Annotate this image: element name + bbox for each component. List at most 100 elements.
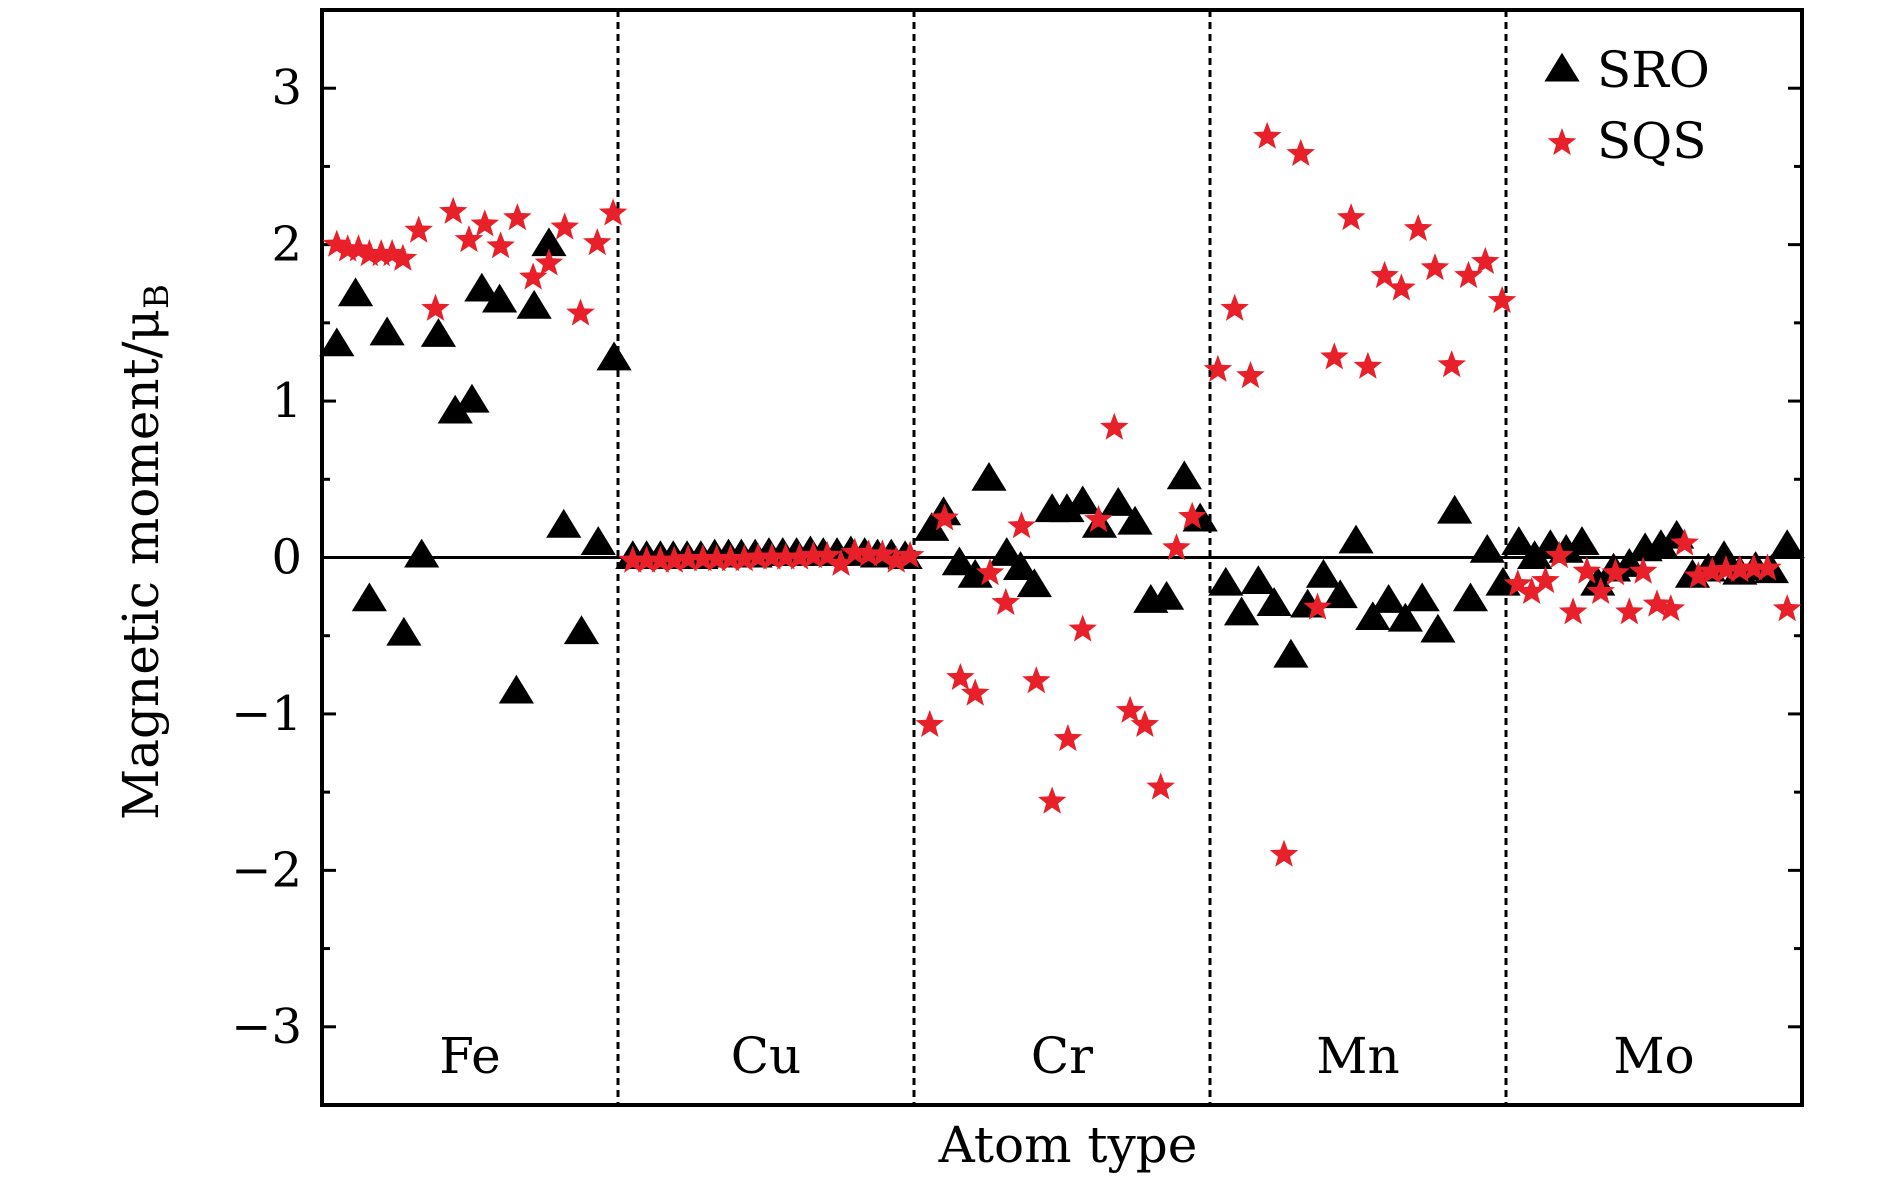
series-sro-point xyxy=(1769,529,1805,559)
series-sro-point xyxy=(1517,540,1553,570)
series-sqs-point xyxy=(1725,555,1755,583)
series-sro-point xyxy=(386,616,422,646)
y-axis-title-group: Magnetic moment/μB xyxy=(112,284,177,820)
series-sqs-point xyxy=(799,540,828,569)
series-sro-point xyxy=(580,526,616,555)
series-sro-point xyxy=(351,582,387,612)
series-sro-point xyxy=(1049,493,1085,523)
series-sro-point xyxy=(498,674,534,704)
series-sro-point xyxy=(1501,526,1537,555)
series-sqs-point xyxy=(812,540,842,569)
series-sro-point xyxy=(1564,526,1600,555)
series-sqs-point xyxy=(1670,528,1699,556)
series-sqs-point xyxy=(1684,561,1713,589)
series-sro-point xyxy=(989,537,1025,566)
series-sqs-point xyxy=(646,545,675,573)
series-sqs-point xyxy=(1022,666,1051,694)
region-label-mn: Mn xyxy=(1316,1027,1399,1085)
series-sqs-point xyxy=(377,239,407,267)
series-sro-point xyxy=(1223,596,1260,626)
series-sro-point xyxy=(1002,551,1039,580)
series-sqs-point xyxy=(975,558,1005,586)
series-sqs-point xyxy=(1531,566,1560,594)
series-sqs-point xyxy=(1007,511,1036,539)
series-sqs-point xyxy=(421,293,450,321)
series-sqs-point xyxy=(1656,594,1685,622)
series-sro-point xyxy=(1273,638,1309,668)
series-sqs-point xyxy=(1697,556,1727,584)
series-sqs-point xyxy=(1437,350,1466,378)
series-sqs-point xyxy=(716,544,745,572)
series-sqs-point xyxy=(743,542,773,570)
region-labels: Fe Cu Cr Mn Mo xyxy=(439,1027,1694,1085)
series-sqs-point xyxy=(1220,293,1249,321)
y-axis-title-main: Magnetic moment/μ xyxy=(112,309,170,820)
series-sro-point xyxy=(319,327,355,357)
series-sqs-point xyxy=(1471,246,1500,274)
series-sro-point xyxy=(482,283,518,313)
series-sqs-point xyxy=(1130,709,1160,737)
series-sqs-point xyxy=(1084,505,1113,533)
series-sro-point xyxy=(1469,533,1505,563)
series-sqs-point xyxy=(1037,786,1067,814)
series-sqs-point xyxy=(583,228,612,256)
series-sro-point xyxy=(1208,566,1244,596)
series-sro-point xyxy=(596,341,632,371)
series-sqs-point xyxy=(632,545,661,573)
series-sro-point xyxy=(420,318,457,347)
series-sqs-point xyxy=(1615,597,1644,625)
series-sqs-point xyxy=(344,234,373,262)
series-sro-point xyxy=(1240,565,1276,595)
y-tick-label: 2 xyxy=(271,217,302,273)
series-sro-point xyxy=(1117,505,1153,535)
series-sqs-point xyxy=(333,234,362,262)
series-sqs-point xyxy=(1517,576,1546,604)
series-sqs-point xyxy=(355,239,384,267)
series-sro-point xyxy=(1305,558,1342,588)
axis-ticks: −3 −2 −1 0 1 2 3 xyxy=(231,8,1802,1107)
series-sqs-point xyxy=(503,203,532,231)
series-sro-point xyxy=(1420,613,1456,643)
series-sqs-point xyxy=(673,544,703,572)
series-sqs-point xyxy=(730,544,759,572)
region-label-mo: Mo xyxy=(1613,1027,1694,1085)
series-sro-point xyxy=(369,316,405,346)
series-sro-point xyxy=(941,546,977,576)
series-sqs-point xyxy=(1739,553,1768,581)
y-tick-label: −3 xyxy=(231,999,302,1055)
series-sro-point xyxy=(1404,582,1440,612)
series-sqs-point xyxy=(702,544,731,572)
series-sqs-point xyxy=(598,198,628,226)
series-sro-point xyxy=(1355,601,1391,631)
series-sro-point xyxy=(1706,540,1742,570)
series-sro-point xyxy=(516,289,552,319)
series-sro-point xyxy=(1148,580,1185,610)
series-sqs-point xyxy=(1601,558,1630,586)
series-sro-point xyxy=(1338,524,1374,554)
series-sqs-point xyxy=(618,545,648,573)
series-sqs-point xyxy=(322,229,352,257)
series-sqs-point xyxy=(854,539,883,567)
y-axis-title-subscript: B xyxy=(137,284,177,309)
series-sqs-point xyxy=(1320,342,1349,370)
series-sro-point xyxy=(1016,568,1052,598)
series-sro-point xyxy=(464,272,500,302)
series-sqs-point xyxy=(454,225,484,253)
series-sqs-point xyxy=(1253,121,1282,149)
series-sro-point xyxy=(404,538,440,568)
y-tick-label: −1 xyxy=(231,686,302,742)
series-sqs-point xyxy=(518,262,548,290)
series-sro-point xyxy=(563,615,600,645)
series-sro-point xyxy=(1370,584,1407,613)
series-sqs-point xyxy=(404,215,433,243)
series-sro-point xyxy=(546,508,582,538)
series-sqs-point xyxy=(550,212,579,240)
series-sqs-point xyxy=(1303,592,1332,620)
series-sqs-point xyxy=(1146,772,1175,800)
series-sqs-point xyxy=(882,545,911,573)
series-sro-point xyxy=(437,394,473,424)
series-sro-point xyxy=(1643,529,1679,559)
series-sro-point xyxy=(1166,460,1202,490)
series-sqs-point xyxy=(1753,553,1782,581)
series-sqs-point xyxy=(1115,695,1145,723)
